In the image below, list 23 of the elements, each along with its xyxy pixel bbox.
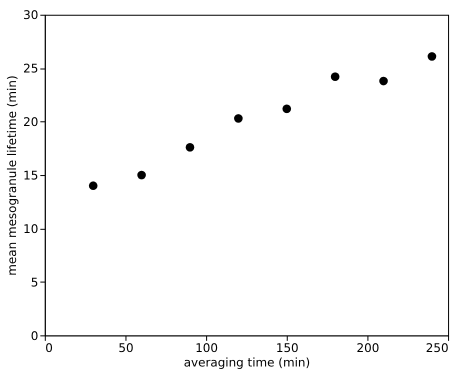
point bbox=[379, 76, 388, 86]
point bbox=[428, 52, 436, 61]
point bbox=[186, 142, 194, 152]
x-tick-label: 150 bbox=[276, 340, 299, 355]
point bbox=[234, 114, 243, 123]
x-tick-label: 200 bbox=[356, 340, 380, 355]
point bbox=[330, 72, 340, 82]
y-tick-label: 5 bbox=[30, 275, 38, 290]
y-tick-label: 30 bbox=[23, 8, 38, 22]
y-tick-label: 0 bbox=[30, 328, 38, 343]
y-tick-label: 15 bbox=[23, 168, 38, 183]
x-tick-label: 100 bbox=[195, 340, 218, 355]
y-axis-title: mean mesogranule lifetime (min) bbox=[5, 75, 20, 276]
point bbox=[88, 181, 98, 190]
x-tick-label: 250 bbox=[426, 340, 449, 355]
y-tick-label: 25 bbox=[23, 62, 38, 76]
x-axis-title: averaging time (min) bbox=[184, 356, 310, 369]
y-tick-label: 10 bbox=[23, 222, 38, 236]
point bbox=[137, 170, 146, 180]
point bbox=[282, 104, 292, 114]
x-tick-label: 50 bbox=[118, 340, 134, 355]
y-tick-label: 20 bbox=[23, 115, 38, 130]
x-tick-label: 0 bbox=[45, 340, 53, 355]
